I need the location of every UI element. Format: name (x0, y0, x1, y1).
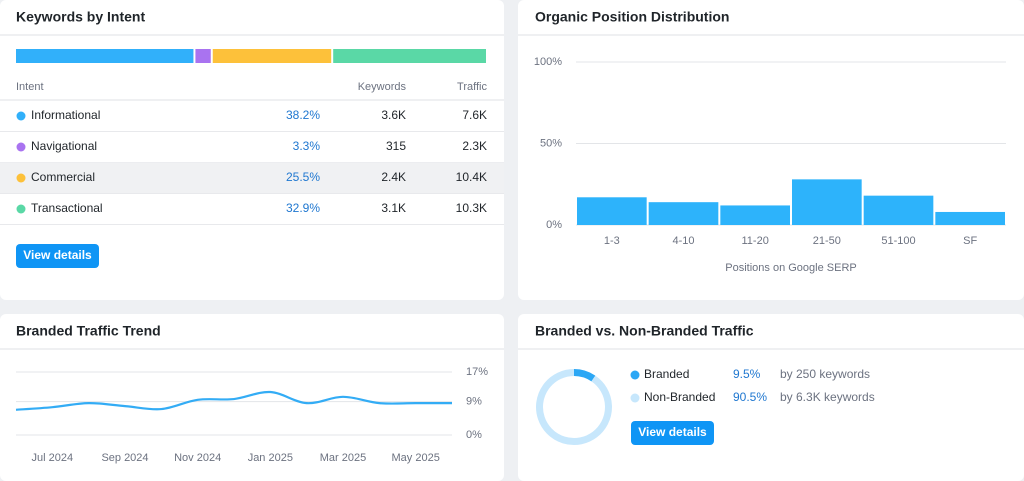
bar (577, 197, 647, 225)
intent-dot (16, 173, 26, 183)
intent-segment (195, 49, 211, 63)
intent-traffic: 2.3K (462, 139, 487, 153)
bar (648, 202, 719, 225)
x-tick-label: SF (963, 235, 977, 247)
panel-title: Branded Traffic Trend (16, 323, 161, 339)
donut-segment (536, 369, 612, 445)
row-highlight (0, 162, 504, 194)
y-tick-label: 50% (540, 137, 562, 149)
intent-segment (212, 49, 332, 63)
intent-traffic: 10.3K (456, 201, 487, 215)
panel (0, 314, 504, 481)
intent-dot (16, 111, 26, 121)
intent-traffic: 10.4K (456, 170, 487, 184)
button[interactable] (631, 421, 714, 445)
button-label[interactable]: View details (638, 425, 707, 439)
button-label[interactable]: View details (23, 248, 92, 262)
intent-dot (16, 204, 26, 214)
legend-dot (630, 370, 640, 380)
intent-keywords: 315 (386, 139, 406, 153)
intent-segment (16, 49, 194, 63)
y-tick-label: 9% (466, 396, 482, 408)
column-header: Keywords (358, 81, 407, 93)
legend-label: Non-Branded (644, 390, 715, 404)
bar (935, 211, 1005, 225)
intent-name: Commercial (31, 170, 95, 184)
legend-dot (630, 393, 640, 403)
x-tick-label: 51-100 (881, 235, 915, 247)
intent-name: Transactional (31, 201, 103, 215)
panel-title: Keywords by Intent (16, 9, 145, 25)
intent-share: 32.9% (286, 201, 320, 215)
x-tick-label: 21-50 (813, 235, 841, 247)
x-tick-label: 11-20 (742, 235, 769, 247)
intent-segment (333, 49, 486, 63)
x-tick-label: 4-10 (672, 235, 694, 247)
column-header: Intent (16, 81, 44, 93)
y-tick-label: 17% (466, 366, 488, 378)
x-tick-label: Sep 2024 (101, 452, 148, 464)
y-tick-label: 0% (466, 429, 482, 441)
y-tick-label: 0% (546, 219, 562, 231)
bar (863, 195, 934, 225)
x-tick-label: Mar 2025 (320, 452, 366, 464)
intent-dot (16, 142, 26, 152)
intent-keywords: 2.4K (381, 170, 406, 184)
x-axis-label: Positions on Google SERP (725, 262, 856, 274)
x-tick-label: Nov 2024 (174, 452, 221, 464)
intent-share: 3.3% (293, 139, 321, 153)
legend-note: by 6.3K keywords (780, 390, 875, 404)
column-header: Traffic (457, 81, 487, 93)
trend-line (15, 390, 452, 411)
panel-title: Organic Position Distribution (535, 9, 729, 25)
intent-keywords: 3.1K (381, 201, 406, 215)
x-tick-label: Jul 2024 (32, 452, 74, 464)
x-tick-label: May 2025 (392, 452, 440, 464)
intent-traffic: 7.6K (462, 108, 487, 122)
legend-label: Branded (644, 367, 689, 381)
bar (720, 205, 790, 225)
intent-keywords: 3.6K (381, 108, 406, 122)
donut-segment (573, 369, 596, 382)
y-tick-label: 100% (534, 56, 562, 68)
intent-name: Informational (31, 108, 100, 122)
intent-share: 38.2% (286, 108, 320, 122)
legend-note: by 250 keywords (780, 367, 870, 381)
bar (792, 179, 862, 225)
intent-name: Navigational (31, 139, 97, 153)
x-tick-label: 1-3 (604, 235, 620, 247)
intent-share: 25.5% (286, 170, 320, 184)
panel (518, 314, 1024, 481)
button[interactable] (16, 244, 99, 268)
legend-value: 9.5% (733, 367, 761, 381)
panel (518, 0, 1024, 300)
x-tick-label: Jan 2025 (248, 452, 293, 464)
legend-value: 90.5% (733, 390, 767, 404)
panel-title: Branded vs. Non-Branded Traffic (535, 323, 754, 339)
